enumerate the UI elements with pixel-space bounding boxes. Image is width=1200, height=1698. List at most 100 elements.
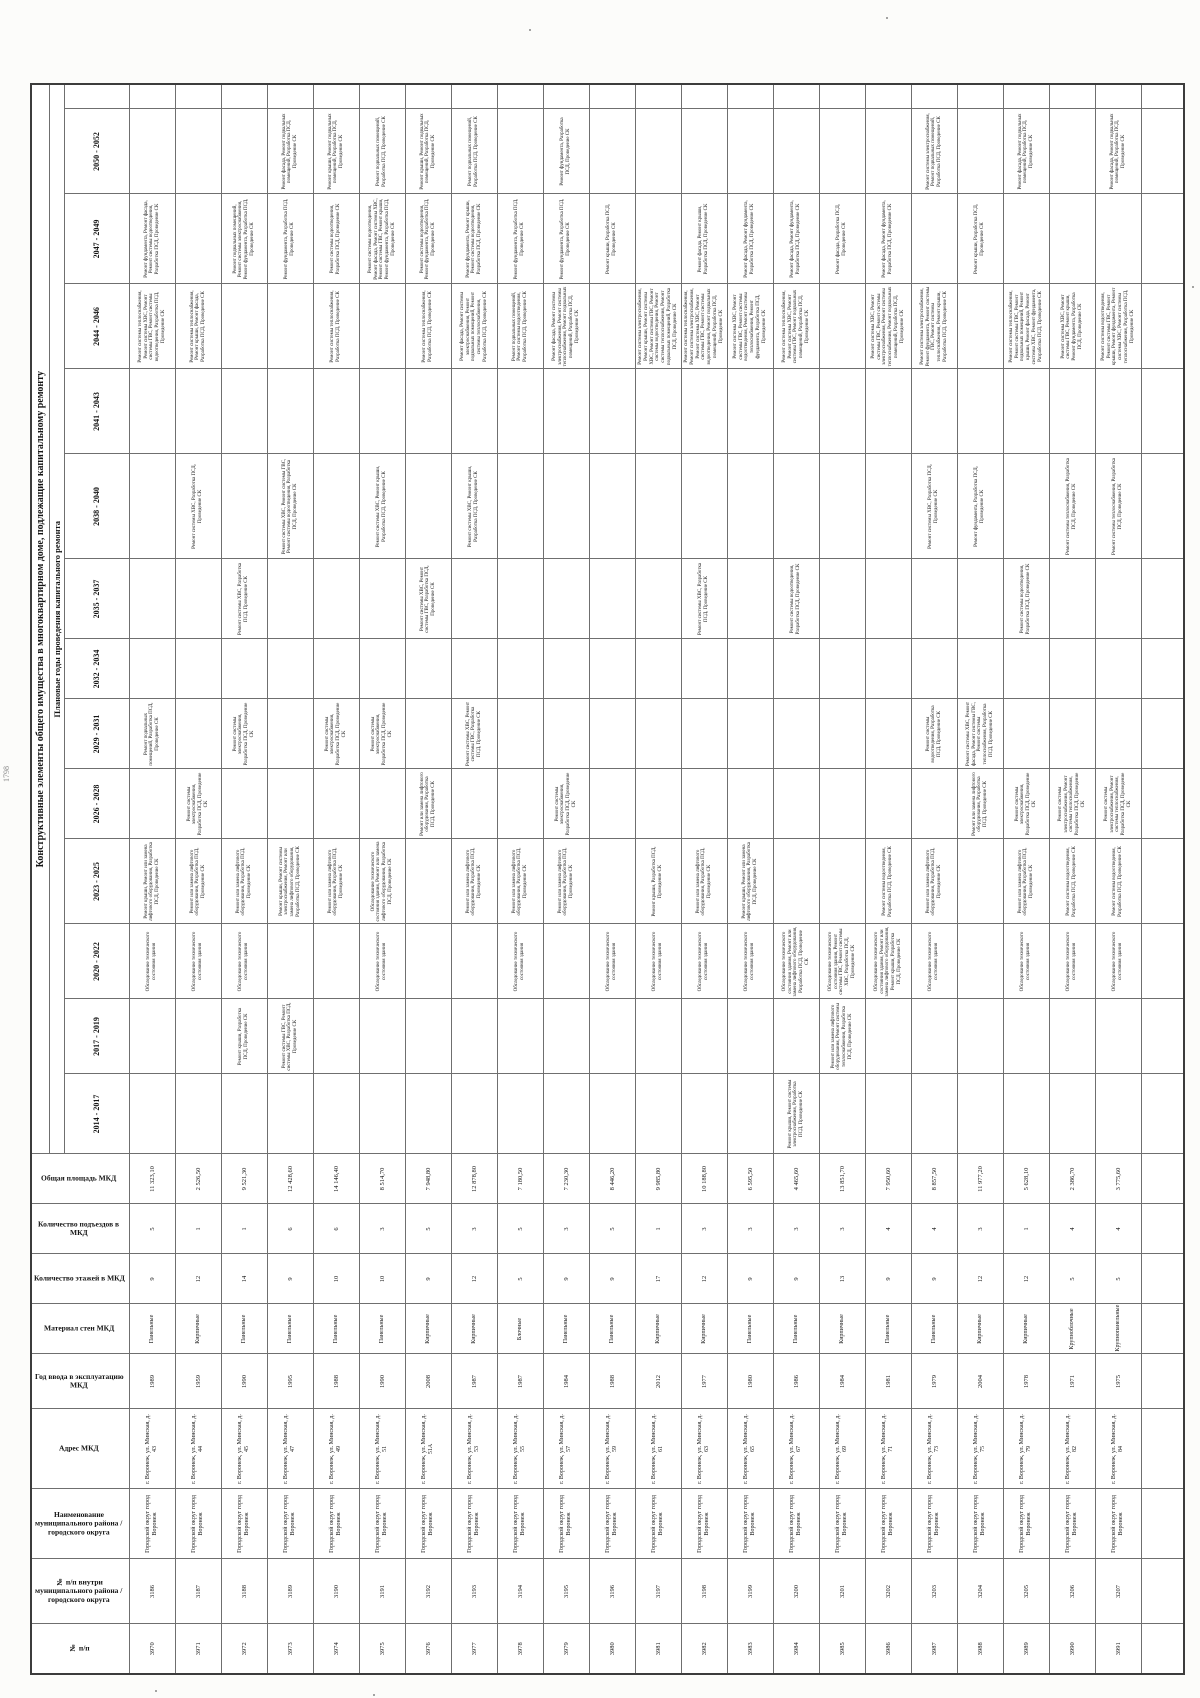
column-header-material: Материал стен МКД bbox=[31, 1304, 130, 1354]
cell-plan-2020-2022: Обследование технического состояния здан… bbox=[1003, 924, 1050, 999]
cell-plan-2032-2034 bbox=[865, 639, 912, 699]
cell-plan-2032-2034 bbox=[175, 639, 222, 699]
cell-area: 7 180,50 bbox=[497, 1154, 544, 1204]
cell-plan-2035-2037 bbox=[1095, 559, 1142, 639]
cell-plan-2017-2019: Ремонт или замена лифтового оборудования… bbox=[819, 999, 866, 1074]
cell-district: Городской округ город Воронеж bbox=[635, 1489, 682, 1559]
cell-floors: 14 bbox=[221, 1254, 268, 1304]
cell-plan-2023-2025 bbox=[405, 839, 452, 924]
period-header: 2014 - 2017 bbox=[64, 1074, 130, 1154]
cell-spacer bbox=[1049, 83, 1096, 109]
cell-plan-2050-2052 bbox=[221, 109, 268, 194]
cell-npp: 3981 bbox=[635, 1624, 682, 1674]
cell-plan-2020-2022: Обследование технического состояния здан… bbox=[773, 924, 820, 999]
cell-plan-2026-2028 bbox=[773, 769, 820, 839]
cell-plan-2032-2034 bbox=[497, 639, 544, 699]
cell-year: 1987 bbox=[497, 1354, 544, 1409]
cell-plan-2029-2031 bbox=[1095, 699, 1142, 769]
cell-plan-2032-2034 bbox=[267, 639, 314, 699]
cell-plan-2050-2052: Ремонт фасада, Ремонт подвальных помещен… bbox=[1003, 109, 1050, 194]
cell-plan-2044-2046: Ремонт системы теплоснабжения, Ремонт си… bbox=[681, 284, 728, 369]
cell-plan-2023-2025: Ремонт или замена лифтового оборудования… bbox=[681, 839, 728, 924]
cell-plan-2041-2043 bbox=[635, 369, 682, 454]
cell-plan-2050-2052 bbox=[773, 109, 820, 194]
period-header: 2026 - 2028 bbox=[64, 769, 130, 839]
cell-inner-npp: 3191 bbox=[359, 1559, 406, 1624]
cell-plan-2035-2037: Ремонт системы ХВС, Разработка ПСД, Пров… bbox=[681, 559, 728, 639]
cell-plan-2020-2022: Обследование технического состояния здан… bbox=[359, 924, 406, 999]
cell-plan-2026-2028 bbox=[819, 769, 866, 839]
cell-material: Кирпичные bbox=[1003, 1304, 1050, 1354]
cell-plan-2020-2022: Обследование технического состояния здан… bbox=[727, 924, 774, 999]
cell-district: Городской округ город Воронеж bbox=[405, 1489, 452, 1559]
cell-entrances: 4 bbox=[911, 1204, 958, 1254]
period-header: 2020 - 2022 bbox=[64, 924, 130, 999]
cell-inner-npp: 3195 bbox=[543, 1559, 590, 1624]
table-row: 3975 3191 Городской округ город Воронеж г. … bbox=[359, 83, 406, 1674]
cell-plan-2014-2017 bbox=[957, 1074, 1004, 1154]
cell-plan-2014-2017 bbox=[635, 1074, 682, 1154]
cell-plan-2041-2043 bbox=[1095, 369, 1142, 454]
cell-plan-2047-2049: Ремонт фундамента, Разработка ПСД, Прове… bbox=[497, 194, 544, 284]
cell-plan-2017-2019 bbox=[681, 999, 728, 1074]
cell-address: г. Воронеж, ул. Минская, д. 43 bbox=[129, 1409, 176, 1489]
column-header-label: № п/п внутри муниципального района / гор… bbox=[35, 1577, 123, 1604]
cell-plan-2035-2037 bbox=[819, 559, 866, 639]
cell-entrances: 5 bbox=[589, 1204, 636, 1254]
cell-address: г. Воронеж, ул. Минская, д. 84 bbox=[1095, 1409, 1142, 1489]
cell-area: 9 985,80 bbox=[635, 1154, 682, 1204]
cell-material: Панельные bbox=[773, 1304, 820, 1354]
cell-year: 1995 bbox=[267, 1354, 314, 1409]
cell-inner-npp: 3198 bbox=[681, 1559, 728, 1624]
cell-inner-npp: 3196 bbox=[589, 1559, 636, 1624]
cell-material: Панельные bbox=[129, 1304, 176, 1354]
cell-plan-2035-2037 bbox=[359, 559, 406, 639]
cell-plan-2023-2025: Ремонт или замена лифтового оборудования… bbox=[543, 839, 590, 924]
cell-plan-2014-2017 bbox=[1049, 1074, 1096, 1154]
table-row: 3974 3190 Городской округ город Воронеж г. … bbox=[313, 83, 360, 1674]
period-header: 2050 - 2052 bbox=[64, 109, 130, 194]
cell-plan-2038-2040: Ремонт фундамента, Разработка ПСД, Прове… bbox=[957, 454, 1004, 559]
table-subtitle: Плановые годы проведения капитального ре… bbox=[49, 83, 65, 1154]
cell-floors: 12 bbox=[451, 1254, 498, 1304]
cell-plan-2038-2040 bbox=[543, 454, 590, 559]
cell-plan-2014-2017 bbox=[865, 1074, 912, 1154]
cell-npp: 3980 bbox=[589, 1624, 636, 1674]
period-header: 2035 - 2037 bbox=[64, 559, 130, 639]
cell-plan-2038-2040: Ремонт системы ХВС, Ремонт системы ГВС, … bbox=[267, 454, 314, 559]
cell-year: 2012 bbox=[635, 1354, 682, 1409]
cell-plan-2029-2031 bbox=[635, 699, 682, 769]
cell-plan-2014-2017 bbox=[313, 1074, 360, 1154]
cell-address: г. Воронеж, ул. Минская, д. 67 bbox=[773, 1409, 820, 1489]
cell-plan-2020-2022: Обследование технического состояния здан… bbox=[1095, 924, 1142, 999]
cell-plan-2050-2052 bbox=[1049, 109, 1096, 194]
scan-speck bbox=[155, 1690, 157, 1692]
cell-plan-2044-2046 bbox=[267, 284, 314, 369]
cell-empty bbox=[1141, 1254, 1185, 1304]
cell-floors: 12 bbox=[957, 1254, 1004, 1304]
cell-plan-2032-2034 bbox=[221, 639, 268, 699]
cell-plan-2050-2052: Ремонт подвальных помещений, Разработка … bbox=[451, 109, 498, 194]
empty-tail-row bbox=[1141, 83, 1185, 1674]
cell-area: 14 146,40 bbox=[313, 1154, 360, 1204]
cell-plan-2050-2052 bbox=[497, 109, 544, 194]
cell-plan-2029-2031: Ремонт системы электроснабжения, Разрабо… bbox=[359, 699, 406, 769]
cell-inner-npp: 3200 bbox=[773, 1559, 820, 1624]
table-row: 3987 3203 Городской округ город Воронеж г. … bbox=[911, 83, 958, 1674]
cell-year: 1975 bbox=[1095, 1354, 1142, 1409]
cell-area: 8 514,70 bbox=[359, 1154, 406, 1204]
cell-plan-2032-2034 bbox=[589, 639, 636, 699]
cell-empty bbox=[1141, 999, 1185, 1074]
cell-plan-2020-2022: Обследование технического состояния здан… bbox=[497, 924, 544, 999]
cell-district: Городской округ город Воронеж bbox=[175, 1489, 222, 1559]
table-title: Конструктивные элементы общего имущества… bbox=[31, 83, 50, 1154]
cell-plan-2035-2037 bbox=[313, 559, 360, 639]
cell-plan-2047-2049: Ремонт фасада, Ремонт фундамента, Разраб… bbox=[773, 194, 820, 284]
cell-plan-2023-2025: Ремонт системы водоотведения, Разработка… bbox=[1049, 839, 1096, 924]
cell-plan-2035-2037: Ремонт системы ХВС, Ремонт системы ГВС, … bbox=[405, 559, 452, 639]
cell-material: Кирпичные bbox=[681, 1304, 728, 1354]
cell-plan-2023-2025: Ремонт крыши, Ремонт системы электроснаб… bbox=[267, 839, 314, 924]
cell-plan-2050-2052: Ремонт крыши, Ремонт подвальных помещени… bbox=[405, 109, 452, 194]
cell-entrances: 5 bbox=[497, 1204, 544, 1254]
cell-plan-2041-2043 bbox=[405, 369, 452, 454]
